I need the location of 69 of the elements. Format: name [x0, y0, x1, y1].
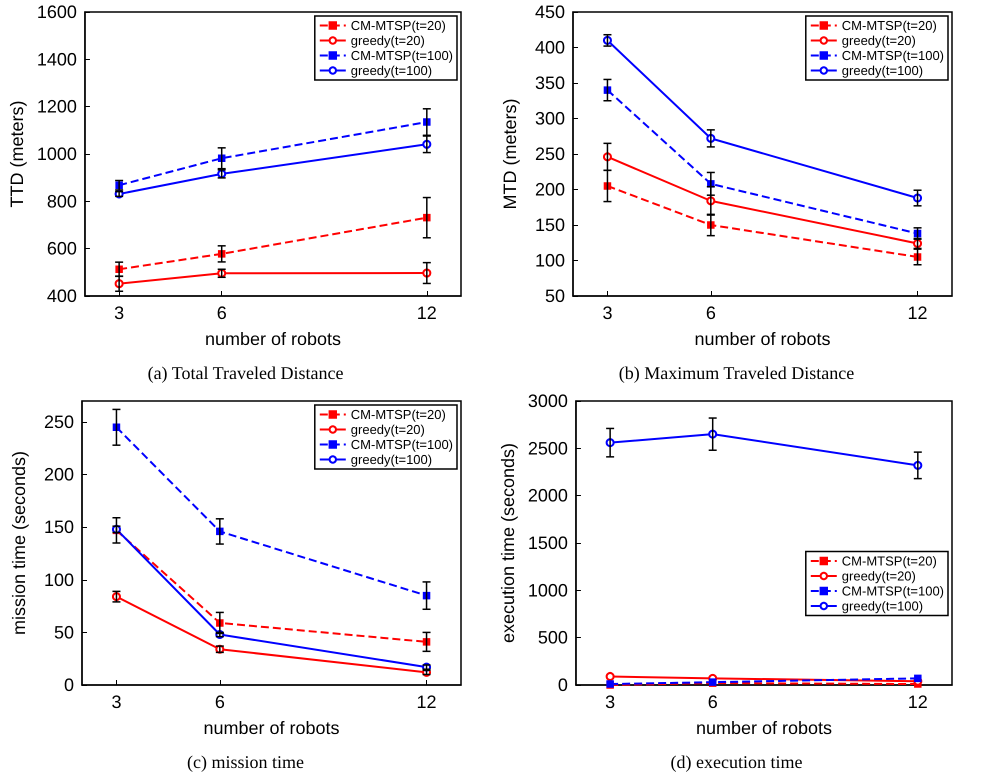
y-tick-label: 1600 — [36, 2, 77, 22]
legend-label: greedy(t=20) — [350, 33, 425, 48]
y-tick-label: 250 — [44, 412, 74, 432]
legend-label: CM-MTSP(t=20) — [350, 407, 446, 422]
x-axis-title: number of robots — [204, 329, 342, 349]
y-tick-label: 450 — [534, 2, 565, 22]
legend-label: CM-MTSP(t=20) — [350, 18, 446, 33]
legend-label: greedy(t=20) — [842, 568, 916, 584]
legend-label: greedy(t=20) — [350, 422, 425, 437]
x-axis-title: number of robots — [696, 718, 832, 738]
legend-label: CM-MTSP(t=20) — [842, 554, 937, 568]
legend-label: CM-MTSP(t=100) — [350, 48, 454, 63]
y-tick-label: 1400 — [36, 49, 77, 70]
legend-label: CM-MTSP(t=20) — [842, 18, 937, 33]
legend-label: CM-MTSP(t=100) — [842, 48, 944, 63]
y-tick-label: 0 — [64, 675, 74, 695]
text: (c) mission time — [187, 752, 304, 772]
y-tick-label: 100 — [44, 570, 74, 590]
x-tick-label: 3 — [114, 303, 124, 323]
x-tick-label: 12 — [908, 692, 928, 712]
legend-label: CM-MTSP(t=100) — [842, 584, 944, 598]
legend-label: greedy(t=100) — [842, 598, 924, 614]
y-axis-title: TTD (meters) — [7, 100, 27, 208]
x-tick-label: 12 — [908, 303, 928, 323]
legend-label: greedy(t=100) — [842, 63, 924, 78]
x-tick-label: 12 — [416, 692, 437, 712]
legend-label: greedy(t=100) — [350, 452, 432, 467]
text: (d) execution time — [670, 752, 802, 772]
y-tick-label: 250 — [534, 144, 565, 164]
y-tick-label: 200 — [534, 180, 565, 200]
legend-label: greedy(t=20) — [842, 33, 916, 48]
y-tick-label: 3000 — [528, 391, 568, 411]
y-tick-label: 2500 — [528, 438, 568, 458]
y-axis-title: MTD (meters) — [500, 98, 520, 210]
x-axis-title: number of robots — [694, 329, 831, 349]
y-tick-label: 1500 — [528, 533, 568, 553]
y-tick-label: 350 — [534, 73, 565, 93]
y-tick-label: 400 — [46, 286, 77, 306]
x-tick-label: 6 — [708, 692, 718, 712]
text: (b) Maximum Traveled Distance — [618, 363, 854, 383]
y-tick-label: 0 — [558, 675, 568, 695]
y-tick-label: 1000 — [528, 580, 568, 600]
x-tick-label: 12 — [416, 303, 437, 323]
legend-label: CM-MTSP(t=100) — [350, 437, 454, 452]
y-tick-label: 400 — [534, 38, 565, 58]
y-tick-label: 50 — [544, 286, 565, 306]
y-tick-label: 2000 — [528, 486, 568, 506]
x-axis-title: number of robots — [203, 718, 340, 738]
x-tick-label: 6 — [216, 303, 227, 323]
y-axis-title: mission time (seconds) — [9, 450, 29, 636]
x-tick-label: 3 — [602, 303, 612, 323]
legend-label: greedy(t=100) — [350, 63, 432, 78]
y-tick-label: 150 — [44, 517, 74, 538]
text: (a) Total Traveled Distance — [148, 363, 344, 383]
y-tick-label: 1200 — [36, 96, 77, 117]
y-tick-label: 300 — [534, 108, 565, 128]
x-tick-label: 6 — [214, 692, 225, 712]
x-tick-label: 6 — [706, 303, 716, 323]
x-tick-label: 3 — [605, 692, 616, 712]
x-tick-label: 3 — [111, 692, 122, 712]
y-tick-label: 600 — [46, 238, 77, 259]
y-tick-label: 800 — [46, 191, 77, 212]
y-tick-label: 200 — [44, 464, 74, 485]
y-tick-label: 150 — [534, 215, 565, 235]
y-tick-label: 50 — [54, 622, 74, 642]
y-tick-label: 1000 — [36, 144, 77, 164]
y-tick-label: 100 — [534, 250, 565, 270]
y-tick-label: 500 — [538, 628, 568, 648]
y-axis-title: execution time (seconds) — [498, 442, 518, 644]
